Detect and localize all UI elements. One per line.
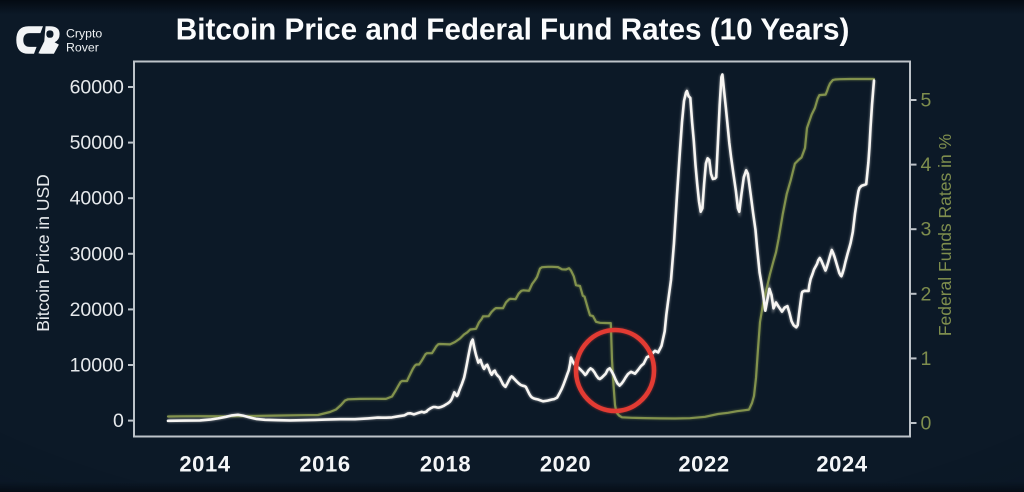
svg-text:Bitcoin Price in USD: Bitcoin Price in USD (33, 174, 53, 332)
svg-text:60000: 60000 (70, 77, 124, 99)
svg-text:Federal Funds Rates in %: Federal Funds Rates in % (935, 134, 955, 336)
svg-text:4: 4 (921, 154, 932, 176)
svg-text:50000: 50000 (70, 132, 124, 154)
svg-text:30000: 30000 (70, 243, 124, 265)
svg-text:2: 2 (921, 283, 932, 305)
svg-text:2014: 2014 (179, 452, 231, 477)
svg-text:20000: 20000 (70, 299, 124, 321)
svg-text:Bitcoin Price and Federal Fund: Bitcoin Price and Federal Fund Rates (10… (176, 13, 850, 47)
svg-text:2018: 2018 (420, 452, 471, 477)
svg-text:2022: 2022 (678, 452, 729, 477)
svg-text:40000: 40000 (70, 188, 124, 210)
svg-text:5: 5 (921, 90, 932, 112)
svg-text:10000: 10000 (70, 355, 124, 377)
svg-text:0: 0 (113, 410, 124, 432)
svg-text:Crypto: Crypto (66, 27, 102, 41)
svg-text:1: 1 (921, 348, 932, 370)
svg-text:2020: 2020 (540, 452, 591, 477)
svg-text:2016: 2016 (299, 452, 350, 477)
svg-text:0: 0 (921, 413, 932, 435)
svg-text:3: 3 (921, 219, 932, 241)
svg-text:2024: 2024 (816, 452, 868, 477)
svg-text:Rover: Rover (66, 41, 99, 55)
